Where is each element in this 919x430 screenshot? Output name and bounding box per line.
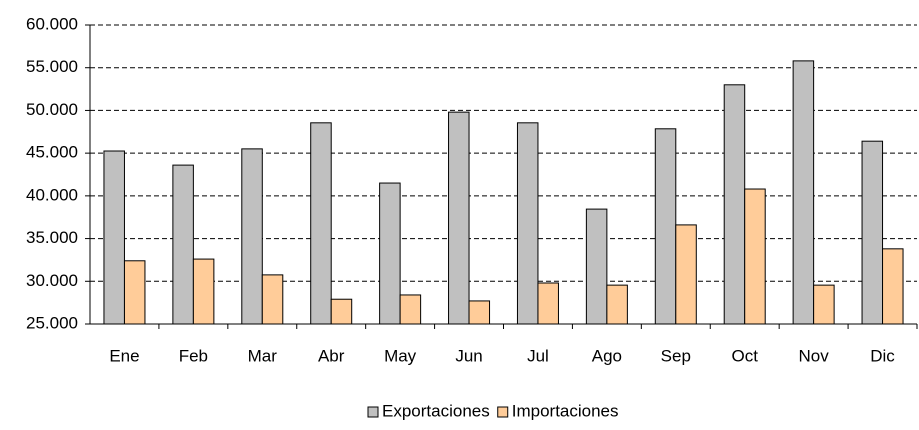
x-tick-label: Oct (731, 346, 758, 365)
bar (606, 284, 628, 325)
bar (330, 298, 353, 325)
x-tick-label: May (384, 346, 417, 365)
bar (261, 274, 284, 325)
bar (654, 128, 677, 325)
x-tick-label: Jun (455, 346, 482, 365)
x-tick-label: Ene (109, 346, 139, 365)
legend-swatch (497, 406, 509, 418)
y-tick-label: 45.000 (26, 143, 78, 162)
bar (861, 140, 884, 325)
y-tick-label: 30.000 (26, 271, 78, 290)
x-tick-label: Mar (248, 346, 278, 365)
x-tick-label: Nov (799, 346, 830, 365)
bar (882, 248, 904, 325)
bar (792, 60, 815, 325)
x-tick-label: Feb (179, 346, 208, 365)
bar (123, 260, 146, 325)
x-tick-label: Abr (318, 346, 345, 365)
bar (813, 284, 835, 325)
y-tick-label: 25.000 (26, 313, 78, 332)
legend-swatch (367, 406, 379, 418)
x-tick-label: Sep (661, 346, 691, 365)
bar (310, 122, 332, 325)
bar (675, 224, 697, 325)
y-tick-label: 60.000 (26, 14, 78, 33)
legend-label: Importaciones (512, 401, 619, 420)
y-tick-label: 55.000 (26, 57, 78, 76)
bar (537, 282, 559, 325)
y-tick-label: 35.000 (26, 228, 78, 247)
bar (448, 111, 470, 325)
bar (192, 258, 215, 325)
x-tick-label: Dic (870, 346, 895, 365)
bar (399, 294, 422, 325)
bar (379, 182, 401, 325)
y-tick-label: 50.000 (26, 100, 78, 119)
y-tick-label: 40.000 (26, 185, 78, 204)
x-tick-label: Jul (527, 346, 549, 365)
bar (585, 208, 608, 325)
x-tick-label: Ago (592, 346, 622, 365)
bar (172, 164, 194, 325)
bar (468, 300, 491, 325)
bar (723, 84, 746, 325)
bar (516, 122, 539, 325)
bar (241, 148, 263, 325)
bar (744, 188, 766, 325)
bar (103, 150, 125, 325)
legend-label: Exportaciones (382, 401, 490, 420)
